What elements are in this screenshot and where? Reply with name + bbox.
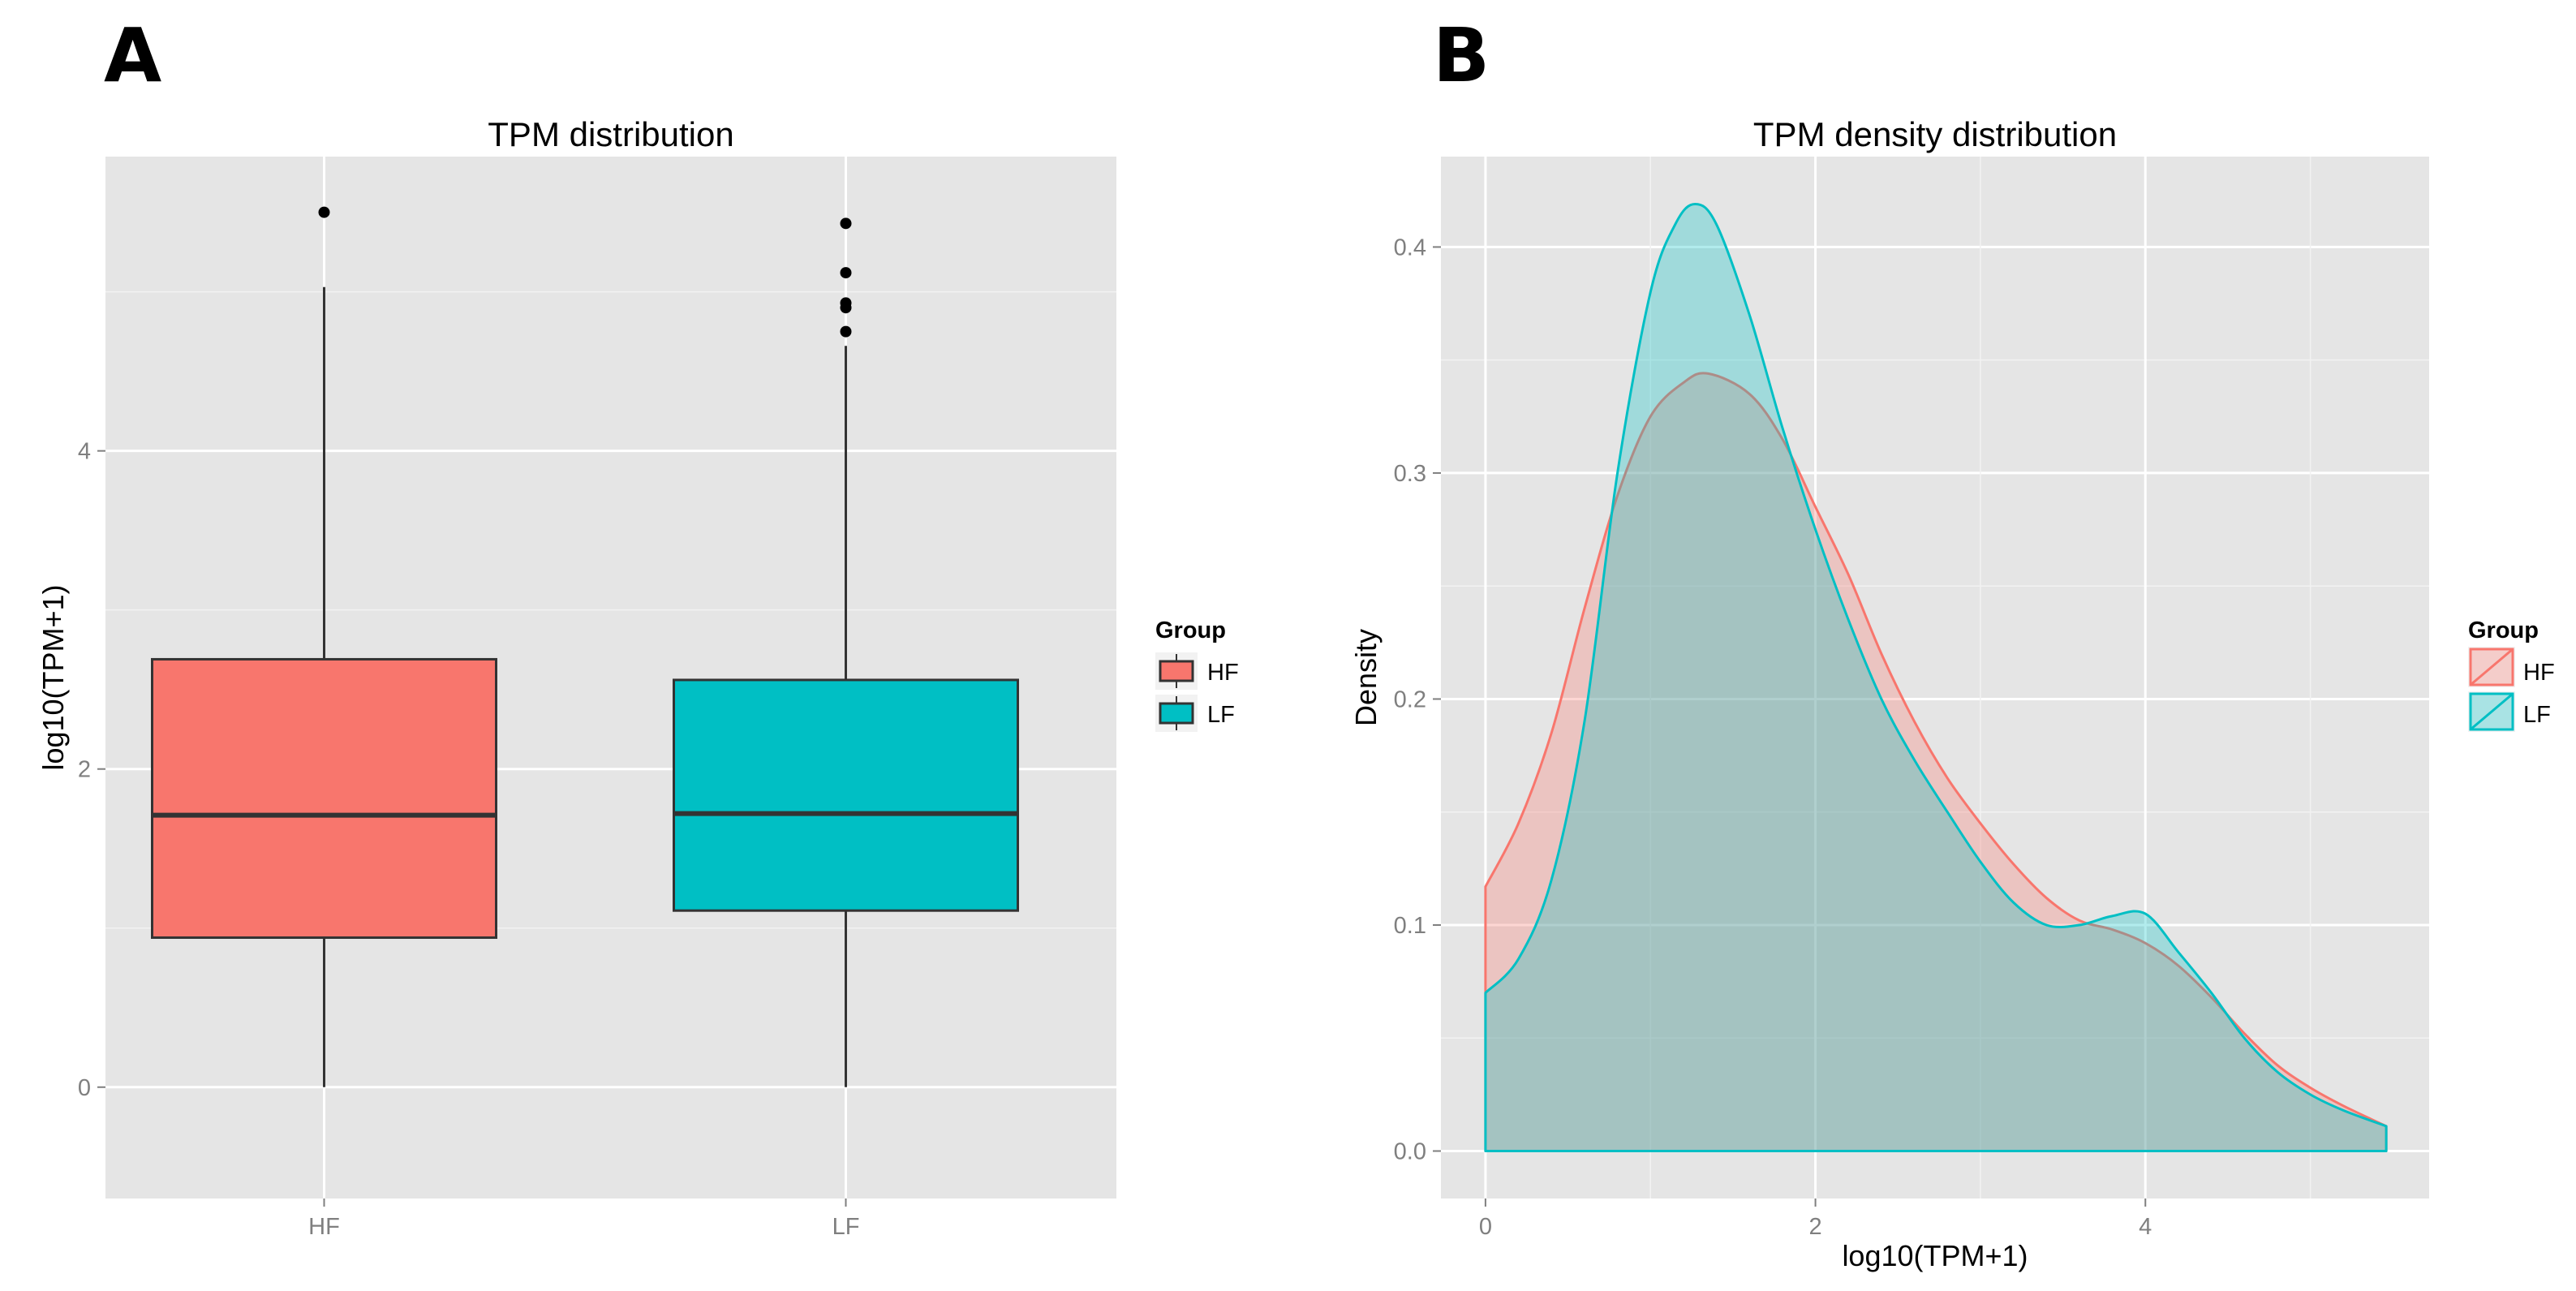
outlier-point xyxy=(840,267,852,279)
panel-a-legend-item-lf: LF xyxy=(1155,695,1235,732)
panel-a-legend: Group HF LF xyxy=(1155,618,1239,732)
outlier-point xyxy=(840,325,852,338)
panel-b-density-areas xyxy=(1484,202,2388,1153)
panel-a-legend-title: Group xyxy=(1155,618,1226,643)
panel-a-y-ticks: 0 2 4 xyxy=(78,439,105,1101)
x-tick-label: 4 xyxy=(2139,1214,2152,1240)
panel-b-legend-item-lf: LF xyxy=(2468,691,2551,732)
panel-b-legend-label-lf: LF xyxy=(2523,702,2551,728)
panel-a-legend-swatch-hf xyxy=(1159,660,1194,682)
panel-b-title: TPM density distribution xyxy=(1753,115,2117,153)
box-lf xyxy=(673,678,1019,912)
panel-b-legend-item-hf: HF xyxy=(2468,647,2555,687)
panel-a-legend-item-hf: HF xyxy=(1155,652,1239,690)
panel-b-y-ticks: 0.0 0.1 0.2 0.3 0.4 xyxy=(1394,235,1441,1165)
y-tick-label: 0.4 xyxy=(1394,235,1426,260)
panel-a-x-ticks: HF LF xyxy=(308,1198,859,1240)
panel-b-plot-background xyxy=(1441,157,2429,1198)
panel-a-legend-label-lf: LF xyxy=(1207,702,1235,728)
y-tick-label: 0.0 xyxy=(1394,1139,1426,1165)
panel-b-x-axis-title: log10(TPM+1) xyxy=(1842,1239,2028,1272)
panel-b-legend-title: Group xyxy=(2468,618,2539,643)
y-tick-label: 0.1 xyxy=(1394,913,1426,939)
panel-a-y-axis-title: log10(TPM+1) xyxy=(37,584,70,770)
panel-b: B TPM density distribution 0.00.10.20.30… xyxy=(1349,12,2555,1272)
panel-a-boxes xyxy=(151,206,1019,1087)
panel-a: A TPM distribution 0 2 4 HF LF log10(TPM+1)… xyxy=(37,12,1239,1240)
y-tick-label: 0.2 xyxy=(1394,686,1426,712)
panel-a-letter: A xyxy=(104,12,161,99)
density-area-hf xyxy=(1484,372,2388,1153)
panel-a-legend-label-hf: HF xyxy=(1207,660,1239,686)
y-tick-label: 0.3 xyxy=(1394,461,1426,487)
panel-a-legend-swatch-lf xyxy=(1159,702,1194,725)
panel-b-letter: B xyxy=(1433,12,1490,99)
panel-b-x-ticks: 0 2 4 xyxy=(1479,1198,2152,1240)
x-tick-label: HF xyxy=(308,1214,340,1240)
panel-a-title: TPM distribution xyxy=(488,115,733,153)
panel-b-y-axis-title: Density xyxy=(1349,629,1383,726)
outlier-point xyxy=(318,206,330,218)
x-tick-label: LF xyxy=(832,1214,860,1240)
x-tick-label: 2 xyxy=(1809,1214,1822,1240)
density-area-lf xyxy=(1484,202,2388,1153)
x-tick-label: 0 xyxy=(1479,1214,1492,1240)
y-tick-label: 2 xyxy=(78,757,91,783)
box-hf xyxy=(151,657,497,940)
y-tick-label: 4 xyxy=(78,439,91,465)
panel-b-legend-label-hf: HF xyxy=(2523,660,2555,686)
outlier-point xyxy=(840,297,852,309)
y-tick-label: 0 xyxy=(78,1075,91,1101)
panel-b-legend: Group HF LF xyxy=(2468,618,2555,732)
outlier-point xyxy=(840,217,852,230)
